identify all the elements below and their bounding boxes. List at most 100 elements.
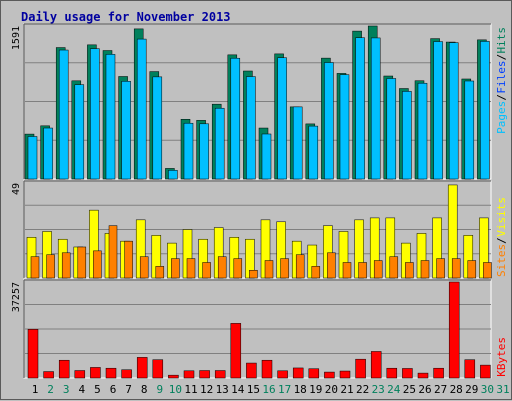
kbytes-bar (58, 359, 70, 379)
sites-bar (46, 254, 55, 279)
sites-bar (202, 262, 211, 279)
sites-bar (217, 256, 227, 279)
kbytes-bar (43, 371, 54, 379)
x-tick-label: 25 (403, 383, 416, 396)
legend-separator: / (495, 94, 508, 101)
legend-hits: Hits (495, 27, 508, 54)
x-tick-label: 15 (247, 383, 260, 396)
sites-bar (30, 256, 40, 279)
kbytes-bar (90, 367, 101, 379)
files-bar (324, 62, 334, 180)
x-tick-label: 7 (125, 383, 132, 396)
kbytes-bar (199, 370, 210, 379)
sites-bar (264, 260, 274, 279)
sites-bar (389, 256, 399, 279)
x-tick-label: 13 (216, 383, 229, 396)
sites-bar (233, 258, 243, 279)
x-tick-label: 18 (294, 383, 307, 396)
kbytes-bar (277, 370, 288, 379)
kbytes-bar (386, 367, 398, 379)
sites-bar (280, 258, 289, 279)
kbytes-bar (464, 359, 476, 379)
legend-sites: Sites (495, 244, 508, 277)
kbytes-bar (168, 374, 179, 379)
sites-bar (342, 262, 352, 279)
sites-bar (483, 262, 492, 279)
sites-bar (124, 240, 133, 279)
files-bar (27, 136, 38, 180)
files-bar (230, 57, 241, 180)
kbytes-ymax-label: 37257 (11, 282, 22, 312)
chart-bars (24, 25, 492, 379)
files-bar (308, 125, 319, 180)
x-tick-label: 21 (340, 383, 353, 396)
legend-kbytes: KBytes (495, 337, 508, 377)
x-tick-label: 2 (47, 383, 54, 396)
kbytes-bar (183, 370, 195, 379)
sites-bar (327, 252, 336, 279)
x-tick-label: 17 (278, 383, 291, 396)
kbytes-bar (246, 362, 257, 379)
sites-bar (311, 266, 321, 279)
files-bar (339, 74, 350, 180)
kbytes-bar (402, 368, 413, 379)
x-tick-label: 22 (356, 383, 369, 396)
sites-bar (171, 258, 180, 279)
files-bar (74, 84, 85, 180)
x-tick-label: 11 (184, 383, 197, 396)
kbytes-bar (230, 323, 242, 379)
x-tick-label: 4 (78, 383, 85, 396)
kbytes-bar (105, 367, 117, 379)
kbytes-bar (480, 364, 491, 379)
sites-bar (420, 260, 430, 279)
files-bar (90, 48, 100, 180)
sites-bar (358, 262, 367, 279)
sites-bar (249, 269, 258, 279)
legend-pages-files-hits: Pages / Files / Hits (495, 27, 508, 134)
files-bar (433, 41, 443, 180)
legend-visits: Visits (495, 197, 508, 237)
x-tick-label: 8 (141, 383, 148, 396)
kbytes-bar (136, 357, 148, 379)
sites-bar (61, 252, 71, 279)
kbytes-bar (448, 281, 460, 379)
files-bar (355, 37, 365, 180)
kbytes-bar (355, 358, 366, 379)
x-tick-label: 29 (465, 383, 478, 396)
files-bar (386, 78, 397, 180)
files-bar (183, 122, 194, 180)
visits-ymax-label: 49 (11, 183, 22, 195)
files-bar (199, 123, 209, 180)
files-bar (261, 133, 272, 180)
x-tick-label: 23 (372, 383, 385, 396)
kbytes-bar (417, 372, 429, 379)
legend-files: Files (495, 61, 508, 94)
files-bar (136, 38, 147, 180)
kbytes-bar (339, 370, 351, 379)
kbytes-bar (370, 351, 382, 379)
sites-bar (93, 250, 102, 279)
x-axis-labels: 1 2 3 4 5 6 7 8 9 10 11 12 13 14 15 16 17 18 19 20 21 22 23 24 2… (32, 383, 510, 396)
sites-bar (373, 260, 383, 279)
files-bar (292, 106, 303, 180)
legend-kbytes: KBytes (495, 337, 508, 377)
x-tick-label: 31 (496, 383, 509, 396)
files-bar (417, 82, 428, 180)
legend-separator: / (495, 237, 508, 244)
files-bar (402, 91, 412, 180)
files-bar (448, 42, 459, 180)
legend-separator: / (495, 54, 508, 61)
x-tick-label: 12 (200, 383, 213, 396)
kbytes-bar (121, 369, 132, 379)
x-tick-label: 30 (481, 383, 494, 396)
x-tick-label: 3 (63, 383, 70, 396)
files-bar (168, 170, 178, 180)
sites-bar (186, 258, 196, 279)
kbytes-bar (324, 371, 335, 379)
kbytes-bar (214, 370, 226, 379)
sites-bar (405, 262, 414, 279)
kbytes-bar (433, 367, 444, 379)
files-bar (214, 107, 225, 180)
hits-ymax-label: 1591 (11, 26, 22, 50)
